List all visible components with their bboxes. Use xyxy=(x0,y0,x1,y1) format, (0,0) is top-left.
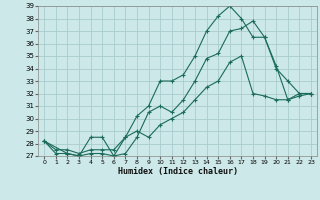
X-axis label: Humidex (Indice chaleur): Humidex (Indice chaleur) xyxy=(118,167,238,176)
